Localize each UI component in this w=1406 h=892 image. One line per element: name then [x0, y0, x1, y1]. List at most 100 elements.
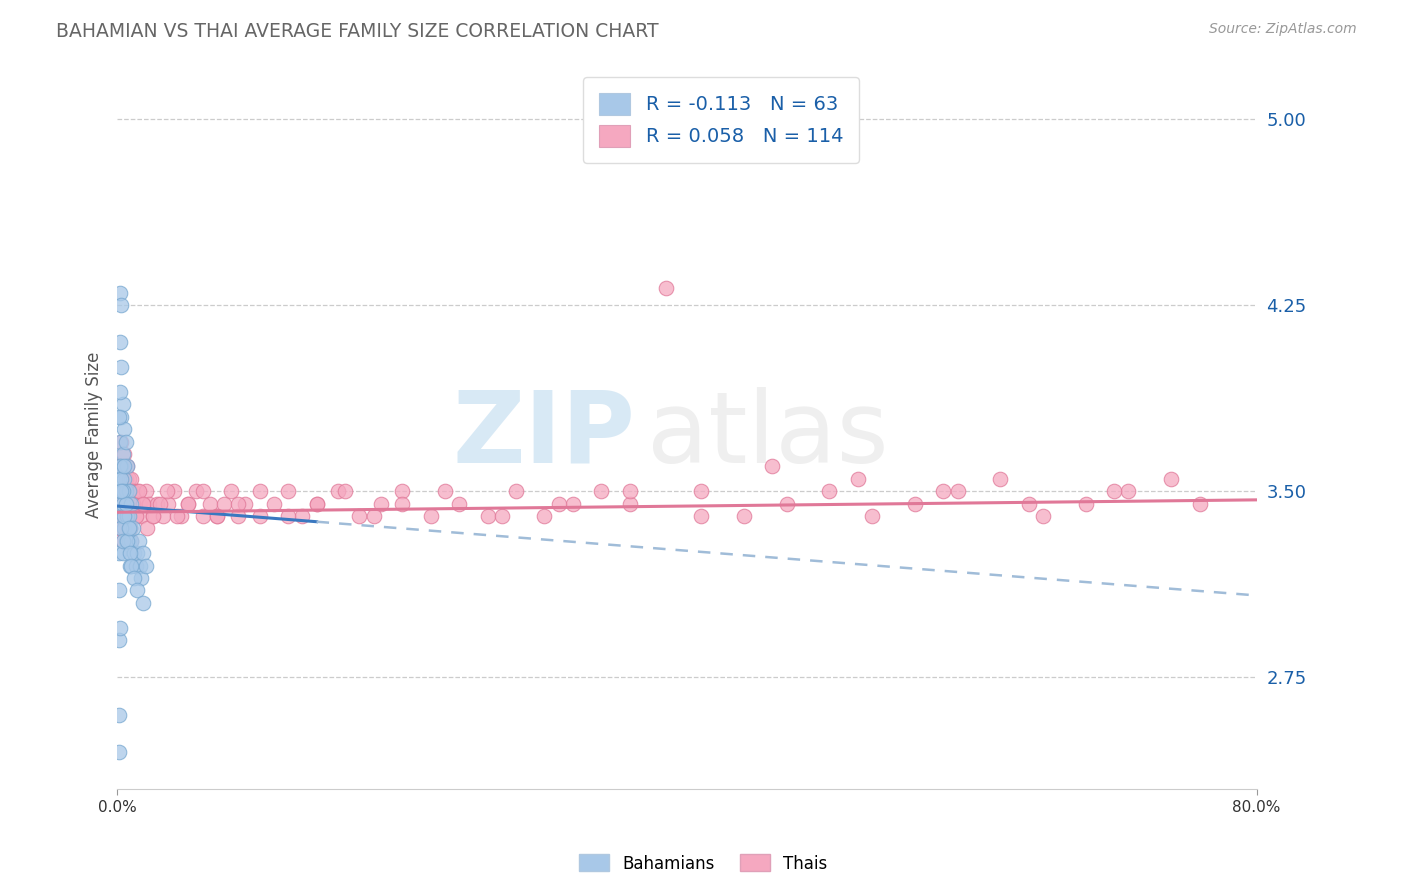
Point — [818, 484, 841, 499]
Point — [114, 472, 136, 486]
Point — [112, 447, 135, 461]
Point — [117, 484, 139, 499]
Point — [107, 745, 129, 759]
Point — [108, 335, 131, 350]
Point — [846, 472, 869, 486]
Point — [127, 484, 149, 499]
Point — [107, 409, 129, 424]
Text: ZIP: ZIP — [453, 387, 636, 483]
Point — [1074, 497, 1097, 511]
Point — [108, 434, 131, 449]
Point — [170, 508, 193, 523]
Point — [111, 459, 134, 474]
Point — [305, 497, 328, 511]
Point — [112, 521, 135, 535]
Point — [370, 497, 392, 511]
Point — [108, 621, 131, 635]
Point — [1102, 484, 1125, 499]
Point — [107, 484, 129, 499]
Point — [110, 459, 132, 474]
Point — [115, 533, 138, 548]
Point — [114, 521, 136, 535]
Point — [110, 521, 132, 535]
Point — [112, 459, 135, 474]
Point — [118, 521, 141, 535]
Point — [191, 508, 214, 523]
Point — [690, 484, 713, 499]
Point — [349, 508, 371, 523]
Point — [447, 497, 470, 511]
Point — [219, 484, 242, 499]
Point — [117, 521, 139, 535]
Point — [118, 484, 141, 499]
Point — [108, 459, 131, 474]
Point — [110, 497, 132, 511]
Y-axis label: Average Family Size: Average Family Size — [86, 352, 103, 518]
Point — [205, 508, 228, 523]
Point — [904, 497, 927, 511]
Point — [142, 508, 165, 523]
Point — [107, 521, 129, 535]
Point — [690, 508, 713, 523]
Point — [111, 497, 134, 511]
Point — [156, 484, 179, 499]
Point — [249, 484, 271, 499]
Point — [110, 484, 132, 499]
Point — [1160, 472, 1182, 486]
Point — [619, 484, 641, 499]
Point — [226, 497, 249, 511]
Point — [117, 472, 139, 486]
Point — [391, 484, 413, 499]
Point — [263, 497, 285, 511]
Point — [1032, 508, 1054, 523]
Point — [110, 409, 132, 424]
Point — [277, 508, 299, 523]
Point — [114, 434, 136, 449]
Point — [108, 459, 131, 474]
Point — [157, 497, 180, 511]
Legend: R = -0.113   N = 63, R = 0.058   N = 114: R = -0.113 N = 63, R = 0.058 N = 114 — [583, 77, 859, 162]
Point — [132, 497, 155, 511]
Point — [533, 508, 555, 523]
Point — [131, 571, 153, 585]
Point — [107, 472, 129, 486]
Point — [112, 521, 135, 535]
Point — [212, 497, 235, 511]
Point — [128, 497, 150, 511]
Point — [988, 472, 1011, 486]
Point — [120, 533, 142, 548]
Point — [132, 596, 155, 610]
Point — [146, 497, 169, 511]
Point — [110, 472, 132, 486]
Point — [305, 497, 328, 511]
Point — [591, 484, 613, 499]
Point — [128, 533, 150, 548]
Point — [108, 484, 131, 499]
Legend: Bahamians, Thais: Bahamians, Thais — [572, 847, 834, 880]
Point — [129, 497, 152, 511]
Point — [108, 285, 131, 300]
Point — [118, 546, 141, 560]
Point — [1018, 497, 1040, 511]
Point — [277, 484, 299, 499]
Point — [110, 508, 132, 523]
Point — [108, 384, 131, 399]
Point — [491, 508, 513, 523]
Text: atlas: atlas — [647, 387, 889, 483]
Point — [107, 546, 129, 560]
Point — [107, 497, 129, 511]
Point — [135, 558, 157, 573]
Point — [117, 484, 139, 499]
Text: Source: ZipAtlas.com: Source: ZipAtlas.com — [1209, 22, 1357, 37]
Point — [391, 497, 413, 511]
Point — [114, 497, 136, 511]
Point — [761, 459, 783, 474]
Point — [120, 472, 142, 486]
Point — [547, 497, 569, 511]
Point — [110, 434, 132, 449]
Point — [111, 447, 134, 461]
Point — [166, 508, 188, 523]
Point — [111, 533, 134, 548]
Point — [125, 508, 148, 523]
Point — [114, 533, 136, 548]
